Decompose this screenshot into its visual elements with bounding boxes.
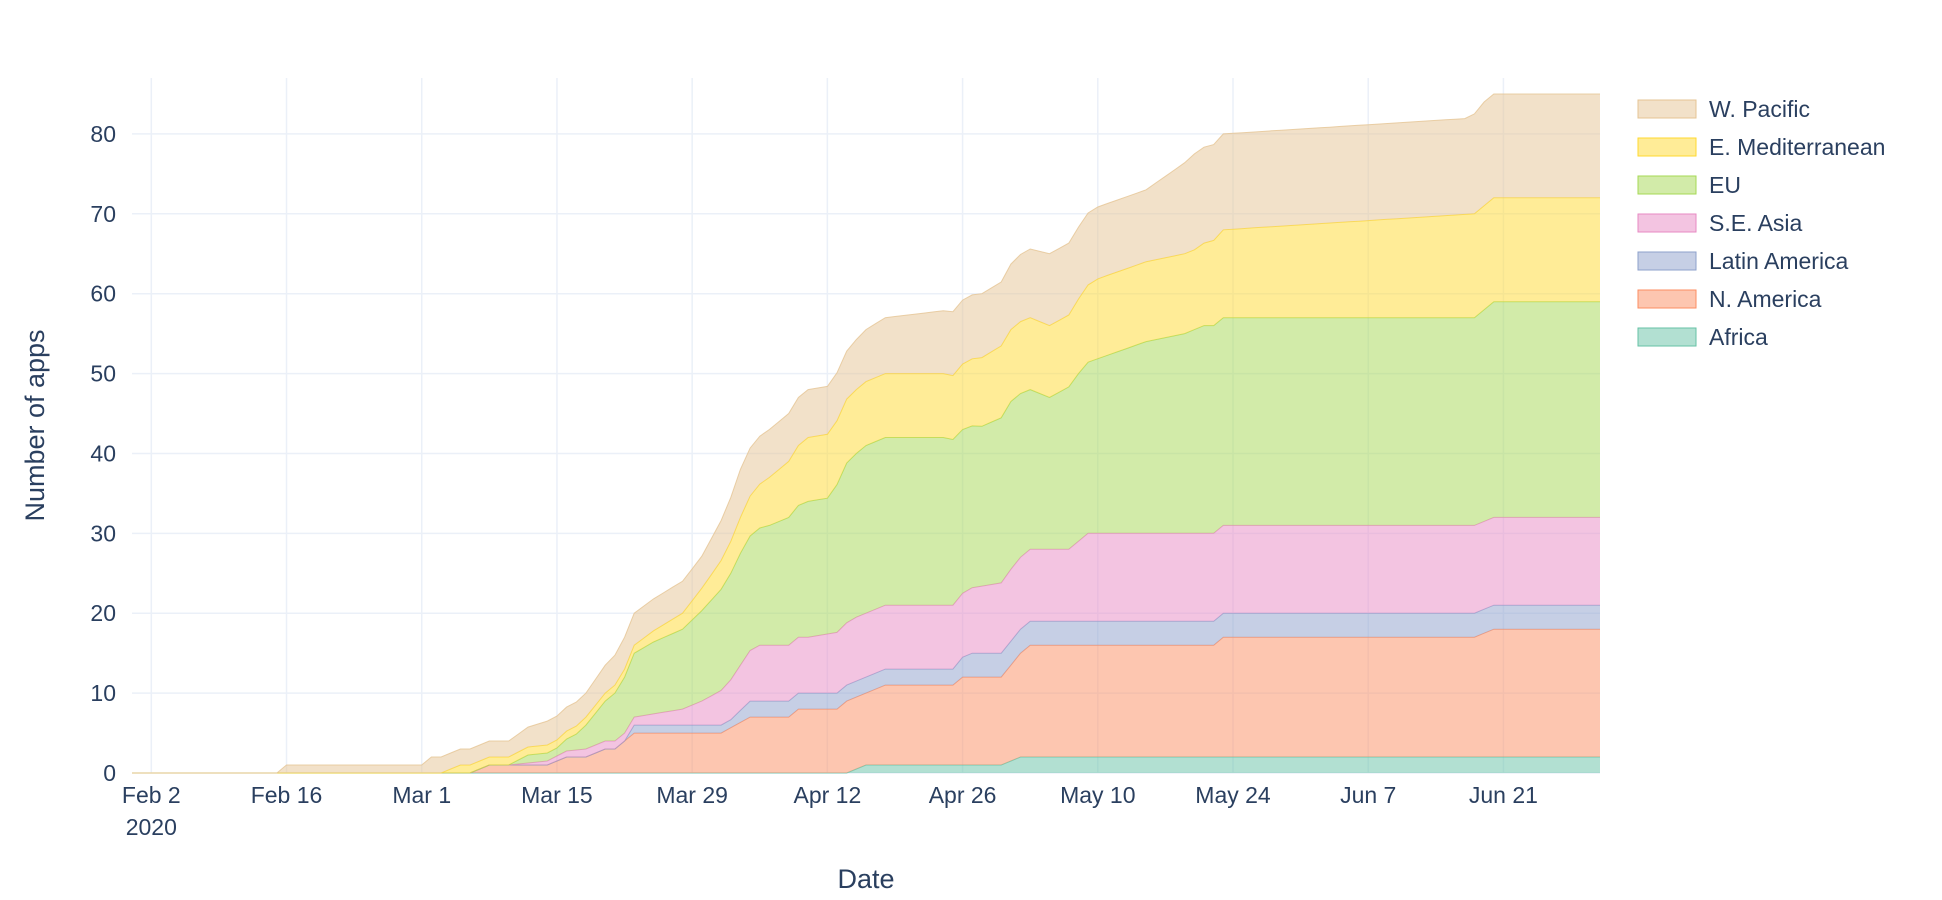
area-w-pacific	[132, 94, 1600, 773]
y-axis-title: Number of apps	[20, 329, 50, 521]
x-tick-label: May 24	[1195, 782, 1271, 808]
x-tick-label: Feb 2	[122, 782, 181, 808]
legend-swatch-s-e-asia	[1637, 213, 1697, 233]
legend-label-eu: EU	[1709, 172, 1741, 198]
x-tick-label: Jun 21	[1469, 782, 1538, 808]
legend-label-e-mediterranean: E. Mediterranean	[1709, 134, 1885, 160]
legend-swatch-latin-america	[1637, 251, 1697, 271]
area-n-america	[132, 629, 1600, 773]
x-tick-label: Jun 7	[1340, 782, 1396, 808]
x-tick-label: Mar 15	[521, 782, 593, 808]
x-tick-label: Apr 12	[793, 782, 861, 808]
x-tick-sublabel: 2020	[126, 814, 177, 840]
area-e-mediterranean	[132, 197, 1600, 774]
legend-label-s-e-asia: S.E. Asia	[1709, 210, 1803, 236]
y-tick-label: 0	[103, 760, 116, 786]
area-series	[132, 93, 1600, 774]
x-axis-title: Date	[837, 864, 894, 894]
area-s-e-asia	[132, 517, 1600, 773]
x-tick-label: Mar 29	[656, 782, 728, 808]
x-tick-label: May 10	[1060, 782, 1135, 808]
legend-swatch-africa	[1637, 327, 1697, 347]
legend-swatch-n-america	[1637, 289, 1697, 309]
legend-label-n-america: N. America	[1709, 286, 1822, 312]
x-tick-label: Feb 16	[251, 782, 323, 808]
y-tick-label: 40	[90, 440, 116, 466]
y-tick-label: 60	[90, 281, 116, 307]
y-tick-label: 70	[90, 201, 116, 227]
y-tick-label: 30	[90, 520, 116, 546]
area-eu	[132, 301, 1600, 773]
line-w-pacific	[132, 93, 1600, 774]
legend-label-w-pacific: W. Pacific	[1709, 96, 1810, 122]
legend: W. Pacific E. Mediterranean EU S.E. Asia Lat…	[1637, 96, 1885, 350]
axis-ticks: 0 10 20 30 40 50 60 70 80 Feb 2 2020 Feb 16 Mar 1 Mar…	[90, 121, 1538, 840]
y-tick-label: 20	[90, 600, 116, 626]
legend-label-africa: Africa	[1709, 324, 1768, 350]
legend-swatch-w-pacific	[1637, 99, 1697, 119]
area-latin-america	[132, 605, 1600, 773]
y-tick-label: 80	[90, 121, 116, 147]
y-tick-label: 10	[90, 680, 116, 706]
y-tick-label: 50	[90, 361, 116, 387]
legend-swatch-e-mediterranean	[1637, 137, 1697, 157]
x-tick-label: Apr 26	[929, 782, 997, 808]
legend-label-latin-america: Latin America	[1709, 248, 1849, 274]
legend-swatch-eu	[1637, 175, 1697, 195]
x-tick-label: Mar 1	[392, 782, 451, 808]
